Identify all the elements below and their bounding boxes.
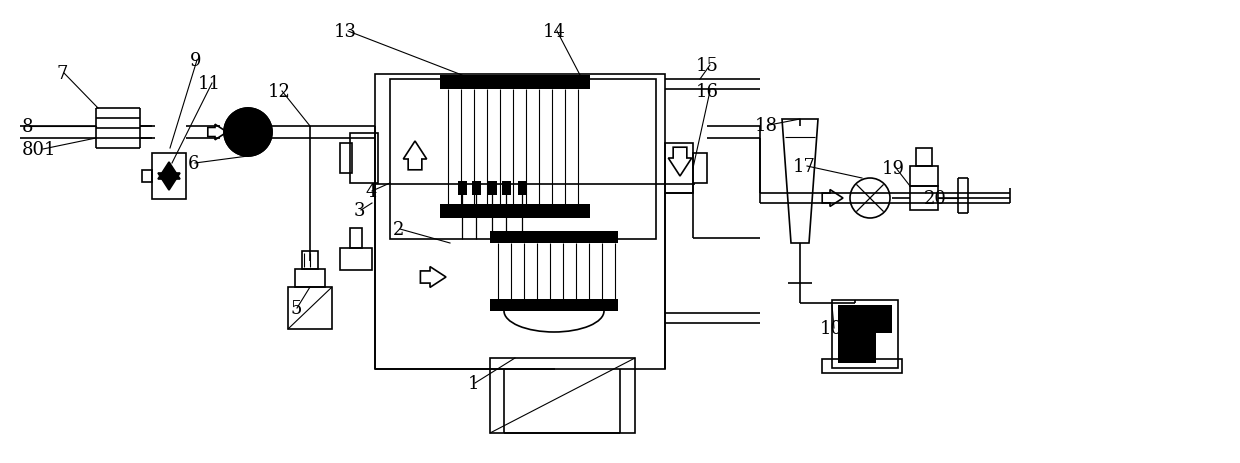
Bar xyxy=(502,181,511,195)
Text: 13: 13 xyxy=(334,23,357,41)
Bar xyxy=(350,229,362,249)
Bar xyxy=(340,249,372,270)
Bar xyxy=(391,80,656,239)
Text: 10: 10 xyxy=(820,319,843,337)
Text: 19: 19 xyxy=(882,160,905,178)
Bar xyxy=(518,181,527,195)
Bar xyxy=(916,149,932,167)
Text: 16: 16 xyxy=(696,83,719,101)
Bar xyxy=(838,305,892,333)
Bar xyxy=(693,154,707,184)
Bar xyxy=(374,75,665,369)
Text: 9: 9 xyxy=(190,52,201,70)
Bar xyxy=(822,359,901,373)
Text: 1: 1 xyxy=(467,374,480,392)
Polygon shape xyxy=(248,109,272,156)
Text: 12: 12 xyxy=(268,83,291,101)
Text: 5: 5 xyxy=(290,300,301,317)
Text: 17: 17 xyxy=(794,158,816,175)
Bar xyxy=(838,333,875,363)
Text: 18: 18 xyxy=(755,117,777,135)
Polygon shape xyxy=(157,174,180,191)
Text: 7: 7 xyxy=(57,65,68,83)
Text: 14: 14 xyxy=(543,23,565,41)
Bar xyxy=(665,144,693,194)
Text: 15: 15 xyxy=(696,57,719,75)
Bar xyxy=(143,171,153,182)
Text: 20: 20 xyxy=(924,189,947,207)
Polygon shape xyxy=(224,109,248,156)
Bar xyxy=(440,205,590,219)
Bar xyxy=(910,167,937,187)
Bar xyxy=(350,134,378,184)
Bar xyxy=(910,187,937,211)
Bar xyxy=(303,251,317,269)
Bar xyxy=(458,181,467,195)
Text: 3: 3 xyxy=(353,201,366,219)
Text: 801: 801 xyxy=(22,141,57,159)
Bar xyxy=(832,300,898,368)
Bar xyxy=(295,269,325,288)
Polygon shape xyxy=(157,163,180,180)
Text: 11: 11 xyxy=(198,75,221,93)
Bar xyxy=(490,300,618,311)
Bar xyxy=(489,181,497,195)
Text: 2: 2 xyxy=(393,220,404,238)
Bar xyxy=(340,144,352,174)
Text: 4: 4 xyxy=(365,182,377,200)
Bar xyxy=(490,232,618,244)
Bar xyxy=(490,358,635,433)
Bar xyxy=(288,288,332,329)
Text: 6: 6 xyxy=(188,155,200,173)
Bar xyxy=(153,154,186,200)
Bar xyxy=(472,181,481,195)
Bar xyxy=(440,76,590,90)
Text: 8: 8 xyxy=(22,118,33,136)
